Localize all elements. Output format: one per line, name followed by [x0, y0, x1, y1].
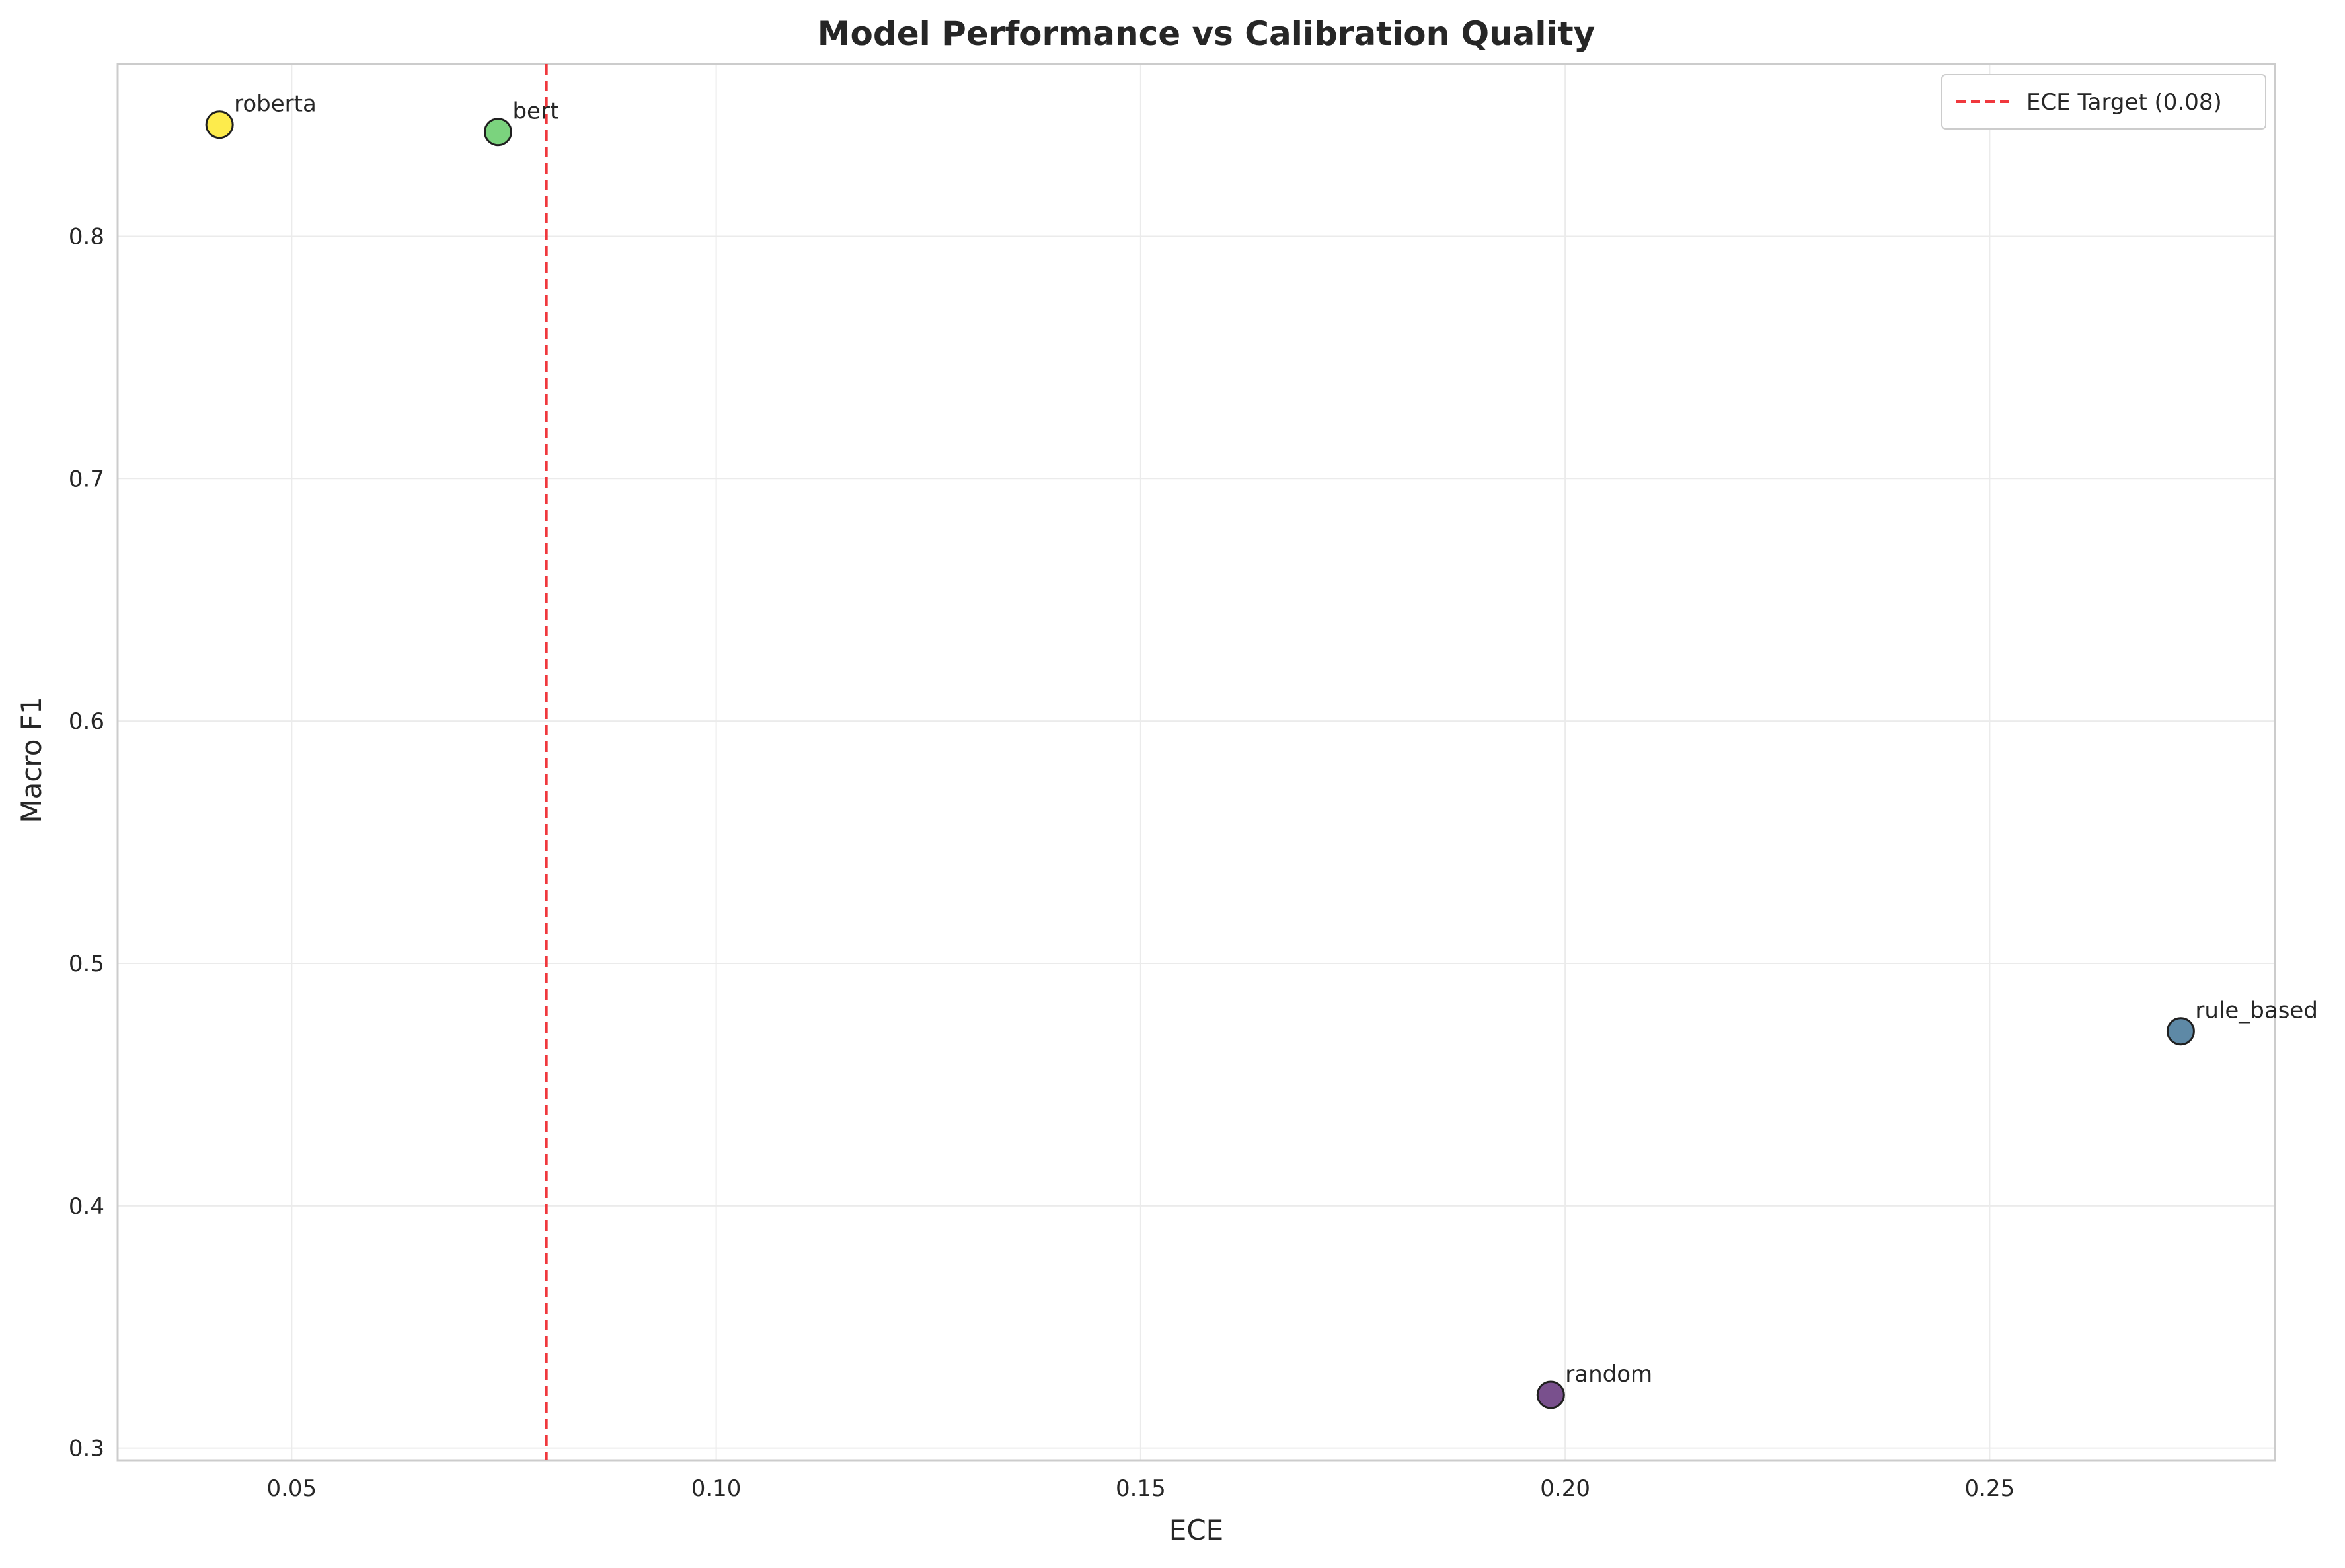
y-tick-label-4: 0.7: [69, 466, 104, 492]
point-label-random: random: [1565, 1361, 1652, 1388]
point-label-roberta: roberta: [234, 91, 317, 118]
y-tick-labels: 0.3 0.4 0.5 0.6 0.7 0.8: [69, 223, 104, 1462]
point-label-rule_based: rule_based: [2195, 998, 2318, 1024]
legend-label: ECE Target (0.08): [2026, 89, 2222, 116]
point-label-bert: bert: [512, 98, 558, 125]
x-tick-label-4: 0.25: [1965, 1475, 2015, 1502]
x-tick-label-1: 0.10: [691, 1475, 742, 1502]
x-axis-label: ECE: [1169, 1514, 1223, 1546]
chart-title: Model Performance vs Calibration Quality: [818, 15, 1595, 53]
x-tick-label-2: 0.15: [1116, 1475, 1166, 1502]
grid-layer: [118, 64, 2275, 1460]
point-bert: [483, 118, 512, 147]
legend: ECE Target (0.08): [1941, 74, 2266, 130]
x-tick-label-3: 0.20: [1540, 1475, 1590, 1502]
y-tick-label-2: 0.5: [69, 951, 104, 977]
y-tick-label-3: 0.6: [69, 708, 104, 735]
y-tick-label-0: 0.3: [69, 1436, 104, 1462]
plot-border: [116, 63, 2276, 1462]
legend-box: [1941, 74, 2266, 130]
y-tick-label-1: 0.4: [69, 1193, 104, 1220]
point-roberta: [205, 110, 234, 139]
point-random: [1536, 1380, 1565, 1409]
plot-frame: [116, 63, 2276, 1462]
y-axis-label: Macro F1: [15, 696, 48, 823]
x-tick-labels: 0.05 0.10 0.15 0.20 0.25: [266, 1475, 2015, 1502]
x-tick-label-0: 0.05: [266, 1475, 317, 1502]
y-tick-label-5: 0.8: [69, 223, 104, 250]
point-rule_based: [2166, 1017, 2195, 1046]
